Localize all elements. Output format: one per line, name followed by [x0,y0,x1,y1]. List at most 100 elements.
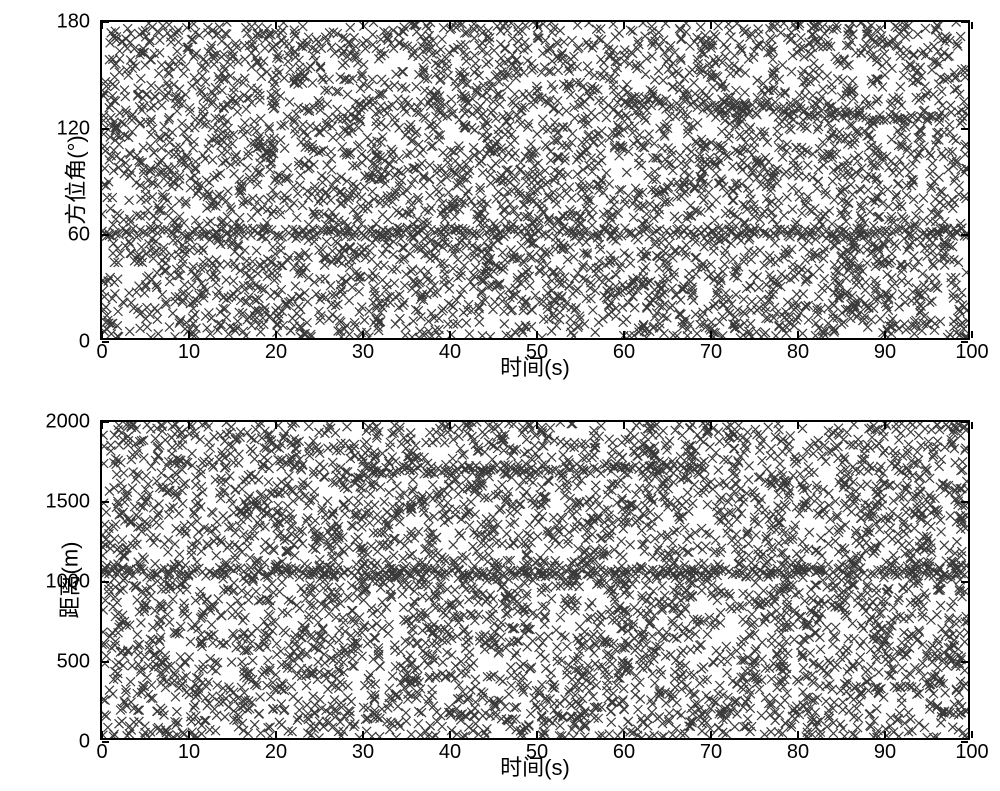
ytick-mark [102,661,109,663]
xtick-mark-top [971,422,973,429]
xtick-mark-top [797,22,799,29]
ytick-mark-right [961,501,968,503]
xtick-mark [362,731,364,738]
ytick-mark [102,501,109,503]
xtick-mark [362,331,364,338]
ytick-label: 0 [79,331,90,354]
xtick-mark-top [275,22,277,29]
xtick-mark-top [536,422,538,429]
xtick-mark-top [971,22,973,29]
xtick-mark-top [710,422,712,429]
xtick-mark [884,731,886,738]
ytick-label: 180 [57,11,90,34]
xtick-label: 80 [787,341,809,364]
top-chart-ylabel: 方位角(°) [59,135,91,224]
ytick-mark [102,421,109,423]
top-chart-svg [102,22,968,338]
xtick-mark-top [797,422,799,429]
xtick-label: 80 [787,741,809,764]
xtick-label: 90 [874,741,896,764]
xtick-mark [797,731,799,738]
bottom-chart-xlabel: 时间(s) [500,750,570,782]
ytick-mark-right [961,421,968,423]
xtick-label: 40 [439,741,461,764]
xtick-mark [623,731,625,738]
xtick-mark-top [623,422,625,429]
xtick-mark-top [449,22,451,29]
xtick-label: 90 [874,341,896,364]
xtick-mark [971,331,973,338]
xtick-label: 60 [613,741,635,764]
ytick-mark-right [961,128,968,130]
ytick-mark [102,128,109,130]
ytick-mark [102,741,109,743]
ytick-label: 60 [68,224,90,247]
ytick-label: 500 [57,651,90,674]
xtick-label: 30 [352,341,374,364]
xtick-mark [275,331,277,338]
xtick-mark-top [362,422,364,429]
xtick-mark [188,731,190,738]
ytick-mark-right [961,581,968,583]
scatter-x-markers [102,22,968,338]
xtick-mark [188,331,190,338]
top-chart-panel: 方位角(°) 0102030405060708090100060120180 时… [100,20,970,340]
xtick-label: 0 [96,741,107,764]
top-chart-plotbox: 0102030405060708090100060120180 [100,20,970,340]
xtick-mark-top [362,22,364,29]
xtick-label: 10 [178,741,200,764]
ytick-label: 120 [57,117,90,140]
ytick-label: 1000 [46,571,91,594]
xtick-mark-top [188,422,190,429]
scatter-x-markers [102,422,968,738]
xtick-label: 60 [613,341,635,364]
xtick-mark-top [536,22,538,29]
xtick-label: 0 [96,341,107,364]
xtick-label: 40 [439,341,461,364]
ytick-mark-right [961,234,968,236]
bottom-chart-svg [102,422,968,738]
xtick-label: 10 [178,341,200,364]
xtick-mark [710,731,712,738]
bottom-chart-plotbox: 01020304050607080901000500100015002000 [100,420,970,740]
xtick-mark [710,331,712,338]
ytick-mark [102,21,109,23]
xtick-mark [536,331,538,338]
xtick-mark [797,331,799,338]
xtick-mark [449,331,451,338]
xtick-mark [536,731,538,738]
xtick-mark [884,331,886,338]
bottom-chart-panel: 距离(m) 0102030405060708090100050010001500… [100,420,970,740]
ytick-label: 1500 [46,491,91,514]
xtick-mark-top [101,22,103,29]
ytick-mark [102,234,109,236]
xtick-mark [275,731,277,738]
xtick-mark-top [884,422,886,429]
ytick-mark-right [961,661,968,663]
xtick-label: 30 [352,741,374,764]
xtick-mark-top [449,422,451,429]
ytick-mark-right [961,341,968,343]
ytick-mark [102,341,109,343]
xtick-mark-top [710,22,712,29]
xtick-label: 70 [700,741,722,764]
ytick-mark-right [961,21,968,23]
xtick-label: 100 [955,341,988,364]
page-root: 方位角(°) 0102030405060708090100060120180 时… [0,0,1000,791]
xtick-label: 20 [265,341,287,364]
ytick-mark-right [961,741,968,743]
xtick-label: 70 [700,341,722,364]
xtick-mark [623,331,625,338]
xtick-mark-top [101,422,103,429]
xtick-label: 20 [265,741,287,764]
xtick-mark [449,731,451,738]
top-chart-xlabel: 时间(s) [500,350,570,382]
ytick-mark [102,581,109,583]
xtick-label: 100 [955,741,988,764]
xtick-mark [101,731,103,738]
xtick-mark-top [188,22,190,29]
xtick-mark-top [884,22,886,29]
ytick-label: 0 [79,731,90,754]
xtick-mark-top [623,22,625,29]
ytick-label: 2000 [46,411,91,434]
